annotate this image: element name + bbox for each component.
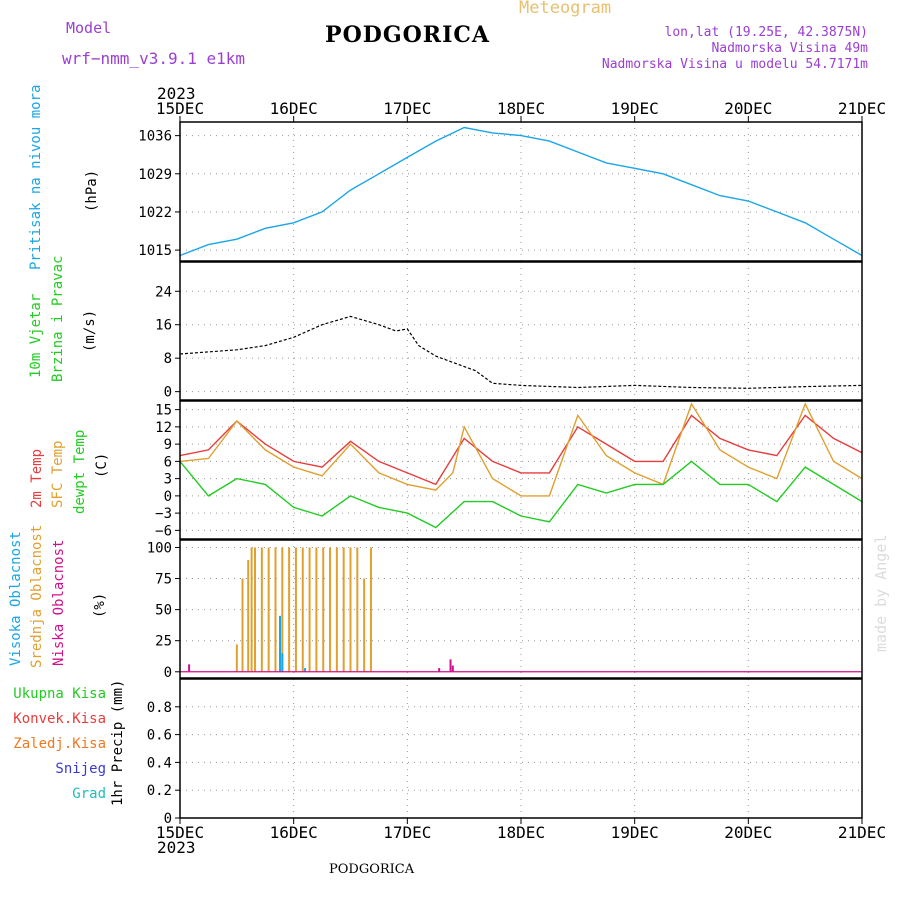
legend-grad: Grad (72, 786, 106, 802)
y-tick-label: −6 (155, 523, 172, 539)
y-tick-label: 8 (164, 351, 172, 367)
y-tick-label: 3 (164, 472, 172, 488)
y-tick-label: 100 (147, 540, 172, 556)
x-tick-label-bottom: 20DEC (724, 823, 772, 842)
precip-ylabel: 1hr Precip (mm) (110, 679, 126, 806)
temp2m-ylabel: 2m Temp (29, 448, 45, 508)
series-line (179, 402, 863, 497)
y-tick-label: 24 (155, 284, 172, 300)
wind-ylabel-1: 10m Vjetar (28, 293, 44, 378)
x-tick-label-top: 18DEC (497, 99, 545, 118)
model-label: Model (66, 19, 112, 37)
temp-unit: (C) (94, 452, 110, 478)
x-tick-label-bottom: 16DEC (270, 823, 318, 842)
wind-unit: (m/s) (82, 309, 98, 352)
x-tick-label-top: 16DEC (270, 99, 318, 118)
x-tick-label-bottom: 18DEC (497, 823, 545, 842)
y-tick-label: 50 (155, 603, 172, 619)
y-tick-label: 16 (155, 318, 172, 334)
x-tick-label-top: 21DEC (838, 99, 886, 118)
wind-ylabel-2: Brzina i Pravac (50, 255, 66, 382)
pressure-panel: 1015 1022 1029 1036 (138, 121, 863, 262)
y-tick-label: 1015 (138, 243, 172, 259)
x-tick-label-bottom: 15DEC (156, 823, 204, 842)
y-tick-label: 12 (155, 420, 172, 436)
clouds-panel: 0 25 50 75 100 (147, 539, 863, 681)
footer-title: PODGORICA (329, 862, 415, 877)
mid-cloud-ylabel: Srednja Oblacnost (29, 524, 45, 668)
credit-label: made by Angel (872, 534, 890, 652)
y-tick-label: 0.2 (147, 783, 172, 799)
lonlat-label: lon,lat (19.25E, 42.3875N) (664, 25, 869, 40)
y-tick-label: 0 (164, 489, 172, 505)
y-tick-label: 0.6 (147, 728, 172, 744)
dewpt-ylabel: dewpt Temp (72, 429, 88, 514)
y-tick-label: 25 (155, 634, 172, 650)
meteogram-label: Meteogram (519, 0, 612, 18)
year-bottom: 2023 (157, 838, 196, 857)
legend-snijeg: Snijeg (55, 761, 106, 777)
year-top: 2023 (157, 84, 196, 103)
y-tick-label: 9 (164, 437, 172, 453)
model-name: wrf−nmm_v3.9.1 e1km (62, 49, 246, 68)
y-tick-label: 1022 (138, 205, 172, 221)
model-elevation-label: Nadmorska Visina u modelu 54.7171m (601, 57, 868, 72)
pressure-ylabel: Pritisak na nivou mora (28, 84, 44, 270)
legend-konvek: Konvek.Kisa (13, 711, 106, 727)
x-tick-label-bottom: 21DEC (838, 823, 886, 842)
temperature-frame (179, 400, 863, 540)
series-line (179, 315, 863, 389)
y-tick-label: 0.8 (147, 700, 172, 716)
wind-panel: 0 8 16 24 (155, 261, 863, 401)
y-tick-label: 0 (164, 665, 172, 681)
y-tick-label: 15 (155, 403, 172, 419)
pressure-frame (179, 121, 863, 262)
high-cloud-ylabel: Visoka Oblacnost (8, 531, 24, 666)
x-tick-label-bottom: 19DEC (611, 823, 659, 842)
series-line (179, 460, 863, 529)
low-cloud-ylabel: Niska Oblacnost (51, 539, 67, 666)
x-tick-label-top: 20DEC (724, 99, 772, 118)
y-tick-label: 1036 (138, 129, 172, 145)
x-tick-label-top: 15DEC (156, 99, 204, 118)
y-tick-label: 0.4 (147, 755, 172, 771)
clouds-frame (179, 539, 863, 679)
sfc-ylabel: SFC Temp (50, 440, 66, 508)
precip-panel: 0 0.2 0.4 0.6 0.8 (147, 678, 863, 827)
wind-frame (179, 261, 863, 401)
legend-ukupna: Ukupna Kisa (13, 686, 106, 702)
legend-zaledj: Zaledj.Kisa (13, 736, 106, 752)
x-tick-label-bottom: 17DEC (383, 823, 431, 842)
precip-frame (179, 678, 863, 819)
elevation-label: Nadmorska Visina 49m (711, 41, 868, 56)
y-tick-label: 0 (164, 811, 172, 827)
y-tick-label: −3 (155, 506, 172, 522)
y-tick-label: 6 (164, 454, 172, 470)
x-tick-label-top: 17DEC (383, 99, 431, 118)
series-line (179, 414, 863, 486)
series-line (179, 126, 863, 257)
y-tick-label: 0 (164, 385, 172, 401)
page-title: PODGORICA (325, 22, 490, 48)
y-tick-label: 1029 (138, 167, 172, 183)
cloud-unit: (%) (92, 592, 108, 618)
pressure-unit: (hPa) (84, 169, 100, 212)
y-tick-label: 75 (155, 572, 172, 588)
x-tick-label-top: 19DEC (611, 99, 659, 118)
